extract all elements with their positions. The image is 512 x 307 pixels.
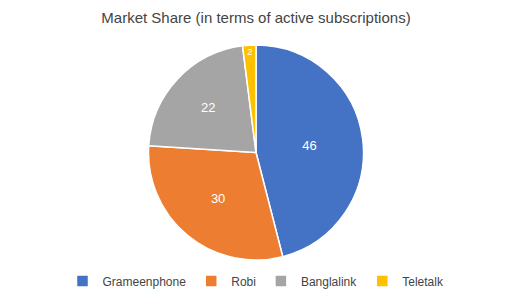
svg-text:Grameenphone: Grameenphone [103, 275, 187, 289]
svg-text:2: 2 [247, 46, 253, 57]
svg-text:46: 46 [302, 138, 316, 153]
svg-text:Teletalk: Teletalk [402, 275, 444, 289]
svg-text:30: 30 [211, 191, 225, 206]
svg-text:Banglalink: Banglalink [301, 275, 357, 289]
svg-text:Robi: Robi [231, 275, 256, 289]
svg-text:Market Share (in terms of acti: Market Share (in terms of active subscri… [101, 9, 410, 26]
svg-text:22: 22 [201, 100, 215, 115]
